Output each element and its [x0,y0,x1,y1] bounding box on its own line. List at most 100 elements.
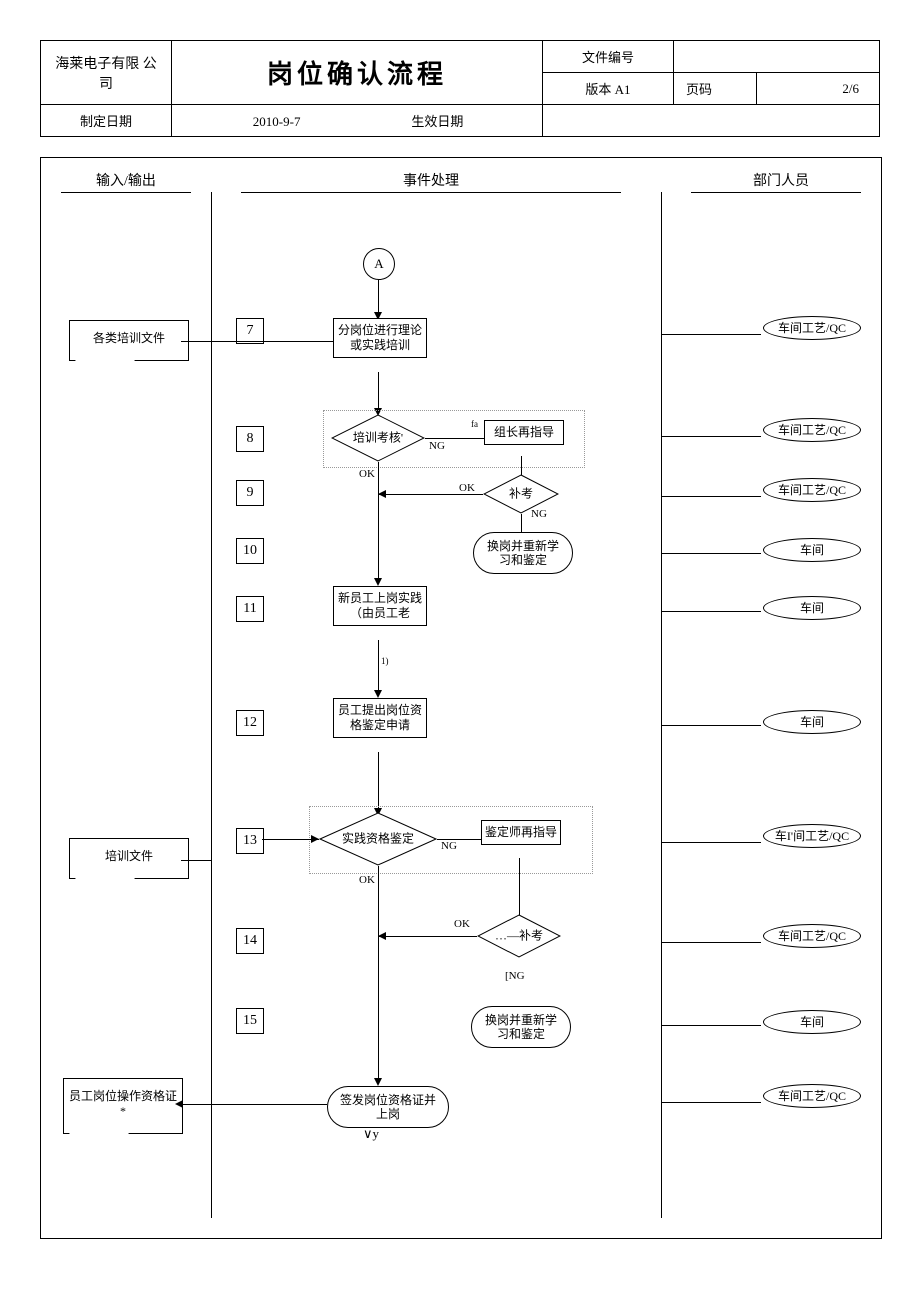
page-value: 2/6 [757,73,880,105]
make-date: 2010-9-7 [198,114,356,130]
edge [521,514,522,532]
col-input: 输入/输出 [76,170,176,190]
edge [378,280,379,316]
step-15-num: 15 [236,1008,264,1034]
edge [661,842,761,843]
arrowhead-icon [378,932,386,940]
edge [425,438,484,439]
edge [177,1104,327,1105]
edge [661,553,761,554]
arrowhead-icon [374,690,382,698]
effect-date-label: 生效日期 [359,111,517,130]
rule-2 [241,192,621,193]
step-8-num: 8 [236,426,264,452]
dept-cj-15: 车间 [763,1010,861,1034]
make-date-label: 制定日期 [41,105,172,137]
node-assessor-guide: 鉴定师再指导 [481,820,561,845]
edge [378,866,379,1036]
page-label: 页码 [674,73,757,105]
arrowhead-icon [374,1078,382,1086]
dept-cj-10: 车间 [763,538,861,562]
edge [661,1102,761,1103]
step-14-num: 14 [236,928,264,954]
label-ok-9: OK [459,482,475,494]
arrowhead-icon [311,835,319,843]
edge [378,1036,379,1082]
edge [437,839,481,840]
company-cell: 海莱电子有限 公司 [41,41,172,105]
decision-practice-exam: 实践资格鉴定 [319,812,437,866]
edge [519,858,520,916]
edge [181,860,211,861]
edge [378,372,379,412]
rule-1 [61,192,191,193]
flowchart: 输入/输出 事件处理 部门人员 A 7 分岗位进行理论或实践培训 各类培训文件 … [40,157,882,1239]
lane-divider-2 [661,192,662,1218]
input-doc-1: 各类培训文件 [69,320,189,361]
version-label: 版本 A1 [543,73,674,105]
node-practice: 新员工上岗实践（由员工老 [333,586,427,626]
arrowhead-icon [374,578,382,586]
step-12-num: 12 [236,710,264,736]
step-13-num: 13 [236,828,264,854]
node-change-post-10: 换岗并重新学习和鉴定 [473,532,573,574]
decision-retest-14: …—补考 [477,914,561,958]
label-ng-13: NG [441,840,457,852]
edge [661,334,761,335]
edge [181,341,333,342]
edge [661,496,761,497]
label-ng-14: [NG [505,970,525,982]
edge [378,494,483,495]
label-vy: ∨y [363,1126,379,1142]
rule-3 [691,192,861,193]
title-cell: 岗位确认流程 [172,41,543,105]
edge [661,611,761,612]
dept-gyqc-13: 车I'间工艺/QC [763,824,861,848]
col-dept: 部门人员 [731,170,831,190]
node-training: 分岗位进行理论或实践培训 [333,318,427,358]
dept-gyqc-14: 车间工艺/QC [763,924,861,948]
edge [378,462,379,582]
input-doc-3: 员工岗位操作资格证 * [63,1078,183,1134]
node-terminator: 签发岗位资格证并上岗 [327,1086,449,1128]
edge [378,640,379,694]
step-9-num: 9 [236,480,264,506]
effect-date [543,105,880,137]
edge [378,752,379,812]
lane-divider-1 [211,192,212,1218]
arrowhead-icon [175,1100,183,1108]
doc-no-label: 文件编号 [543,41,674,73]
edge [661,436,761,437]
dept-gyqc-9: 车间工艺/QC [763,478,861,502]
decision-retest-9: 补考 [483,474,559,514]
edge [661,942,761,943]
label-ok-8: OK [359,468,375,480]
node-change-post-15: 换岗并重新学习和鉴定 [471,1006,571,1048]
node-apply: 员工提出岗位资格鉴定申请 [333,698,427,738]
doc-no-value [674,41,880,73]
header-table: 海莱电子有限 公司 岗位确认流程 文件编号 版本 A1 页码 2/6 制定日期 … [40,40,880,137]
step-10-num: 10 [236,538,264,564]
edge [661,725,761,726]
label-fa: fa [471,419,478,429]
step-11-num: 11 [236,596,264,622]
label-ng-9: NG [531,508,547,520]
dept-gyqc-8: 车间工艺/QC [763,418,861,442]
label-ok-14: OK [454,918,470,930]
edge [521,456,522,476]
dept-gyqc-7: 车间工艺/QC [763,316,861,340]
label-ok-13: OK [359,874,375,886]
dept-cj-12: 车间 [763,710,861,734]
input-doc-2: 培训文件 [69,838,189,879]
arrowhead-icon [378,490,386,498]
col-event: 事件处理 [381,170,481,190]
connector-a: A [363,248,395,280]
decision-training-exam: 培训考核' [331,414,425,462]
edge [378,936,477,937]
edge [661,1025,761,1026]
node-leader-guide: 组长再指导 [484,420,564,445]
dept-gyqc-end: 车间工艺/QC [763,1084,861,1108]
label-ng: NG [429,440,445,452]
dept-cj-11: 车间 [763,596,861,620]
label-1: 1) [381,656,389,666]
